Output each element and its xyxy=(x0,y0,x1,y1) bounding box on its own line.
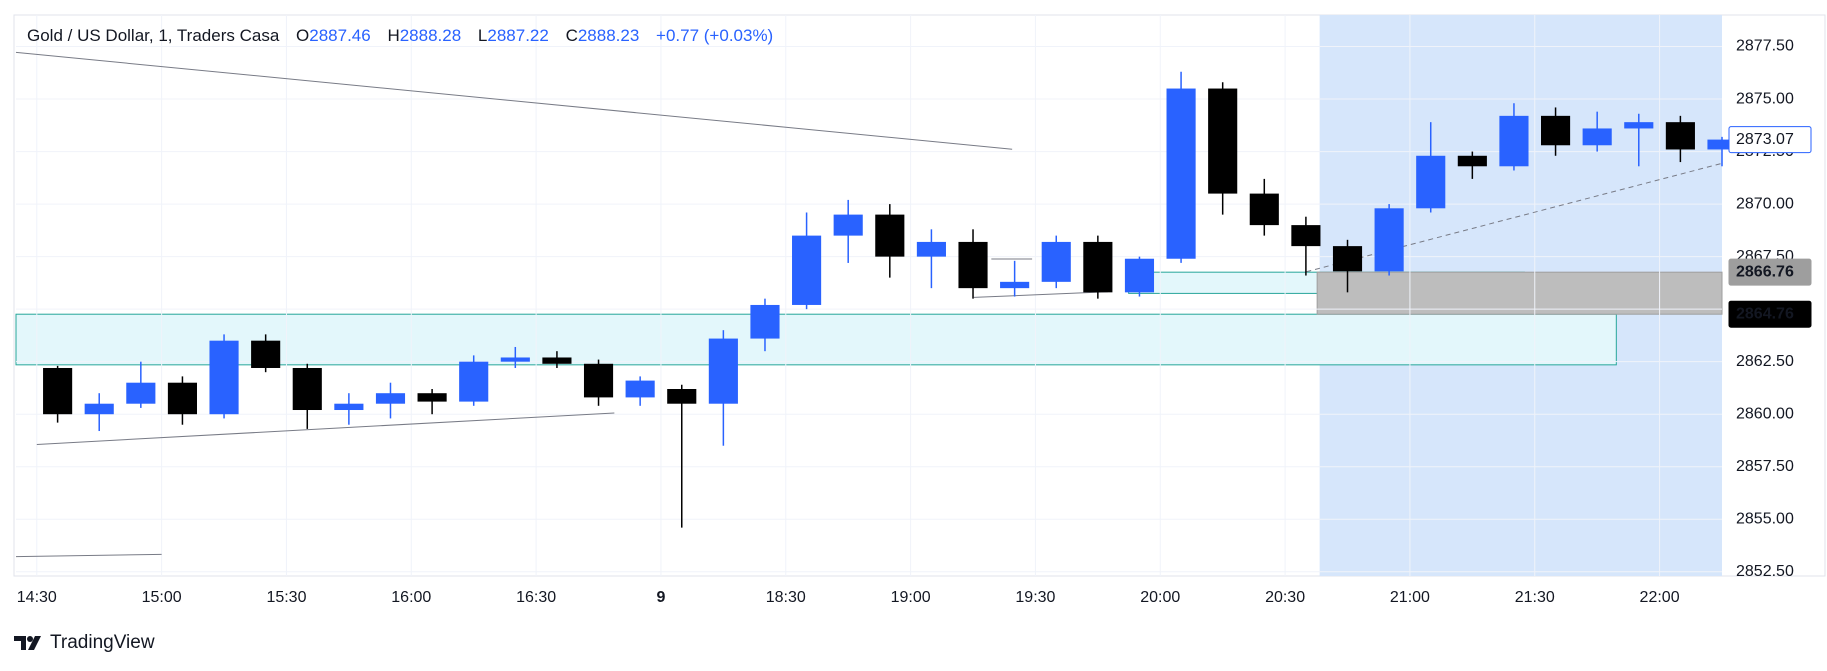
x-tick-label: 16:00 xyxy=(391,589,431,606)
candle-body xyxy=(126,382,156,404)
candle-body xyxy=(667,389,697,404)
trend-line xyxy=(15,553,162,558)
price-tag xyxy=(1728,300,1812,328)
legend-value: 2887.22 xyxy=(487,26,549,45)
legend-value: 2888.23 xyxy=(577,26,640,45)
legend-label: L xyxy=(477,26,488,45)
candle-body xyxy=(292,367,322,411)
legend: Gold / US Dollar, 1, Traders Casa O2887.… xyxy=(27,26,785,46)
brand-logo xyxy=(14,636,41,650)
candle-body xyxy=(875,214,905,257)
candle-body xyxy=(43,367,73,415)
candle-body xyxy=(375,393,406,404)
x-tick-label: 15:00 xyxy=(142,589,182,606)
candle-body xyxy=(1582,128,1612,146)
candle-body xyxy=(1249,193,1279,226)
candle-body xyxy=(1499,115,1529,167)
candle-body xyxy=(1124,258,1155,293)
candle-body xyxy=(542,357,572,364)
candle-body xyxy=(334,403,364,411)
trend-line xyxy=(36,412,615,445)
x-tick-label: 18:30 xyxy=(766,589,806,606)
price-tag-label: 2866.76 xyxy=(1736,263,1794,280)
candle-body xyxy=(1624,122,1654,129)
legend-label: C xyxy=(565,26,578,45)
brand-name: TradingView xyxy=(50,632,155,653)
x-tick-label: 22:00 xyxy=(1640,589,1680,606)
y-tick-label: 2870.00 xyxy=(1736,195,1794,212)
x-tick-label: 21:00 xyxy=(1390,589,1430,606)
trend-line xyxy=(15,51,1013,150)
legend-change: +0.77 (+0.03%) xyxy=(656,26,774,45)
x-tick-label: 20:30 xyxy=(1265,589,1305,606)
x-tick-label: 19:00 xyxy=(891,589,931,606)
candle-body xyxy=(167,382,198,415)
brand: TradingView xyxy=(14,632,155,654)
candle-body xyxy=(1540,115,1571,146)
price-tag-label: 2864.76 xyxy=(1736,305,1794,322)
candle-body xyxy=(209,340,239,415)
x-tick-label: 15:30 xyxy=(266,589,306,606)
y-tick-label: 2857.50 xyxy=(1736,458,1794,475)
x-tick-label: 20:00 xyxy=(1140,589,1180,606)
zone xyxy=(1316,271,1723,315)
candle-body xyxy=(583,363,614,398)
y-tick-label: 2875.00 xyxy=(1736,90,1794,107)
candle-body xyxy=(459,361,489,402)
symbol-title: Gold / US Dollar, 1, Traders Casa xyxy=(27,26,280,45)
trend-line xyxy=(973,291,1108,298)
candle-body xyxy=(417,393,447,402)
candle-body xyxy=(1374,208,1404,272)
candle-body xyxy=(1416,155,1446,209)
candle-body xyxy=(1665,122,1695,150)
y-tick-label: 2852.50 xyxy=(1736,563,1794,580)
x-tick-label: 9 xyxy=(656,589,665,606)
y-tick-label: 2855.00 xyxy=(1736,510,1794,527)
candle-body xyxy=(958,241,988,289)
legend-value: 2888.28 xyxy=(399,26,462,45)
candle-body xyxy=(1291,225,1321,247)
zone xyxy=(15,313,1617,366)
candle-body xyxy=(1083,241,1113,293)
candle-body xyxy=(708,338,738,404)
price-tag-label: 2873.07 xyxy=(1736,131,1794,148)
candle-body xyxy=(1166,88,1196,259)
candle-body xyxy=(916,241,946,257)
legend-label: O xyxy=(296,26,310,45)
candle-body xyxy=(1000,281,1030,289)
legend-value: 2887.46 xyxy=(309,26,371,45)
y-tick-label: 2860.00 xyxy=(1736,405,1794,422)
y-tick-label: 2877.50 xyxy=(1736,38,1794,55)
candle-body xyxy=(833,214,863,236)
candle-body xyxy=(1332,246,1363,272)
candle-body xyxy=(500,357,530,362)
candle-body xyxy=(792,235,822,305)
x-tick-label: 14:30 xyxy=(17,589,57,606)
x-tick-label: 16:30 xyxy=(516,589,556,606)
x-tick-label: 21:30 xyxy=(1515,589,1555,606)
y-tick-label: 2862.50 xyxy=(1736,353,1794,370)
price-tag xyxy=(1728,258,1812,286)
x-tick-label: 19:30 xyxy=(1015,589,1055,606)
candle-body xyxy=(1208,88,1238,194)
candle-body xyxy=(84,403,114,415)
candle-body xyxy=(1707,139,1737,150)
price-tag xyxy=(1728,126,1812,154)
candle-body xyxy=(625,380,655,398)
candle-body xyxy=(251,340,281,368)
candle-body xyxy=(1457,155,1487,167)
candle-body xyxy=(1041,241,1071,282)
candle-body xyxy=(750,304,780,339)
legend-label: H xyxy=(387,26,400,45)
